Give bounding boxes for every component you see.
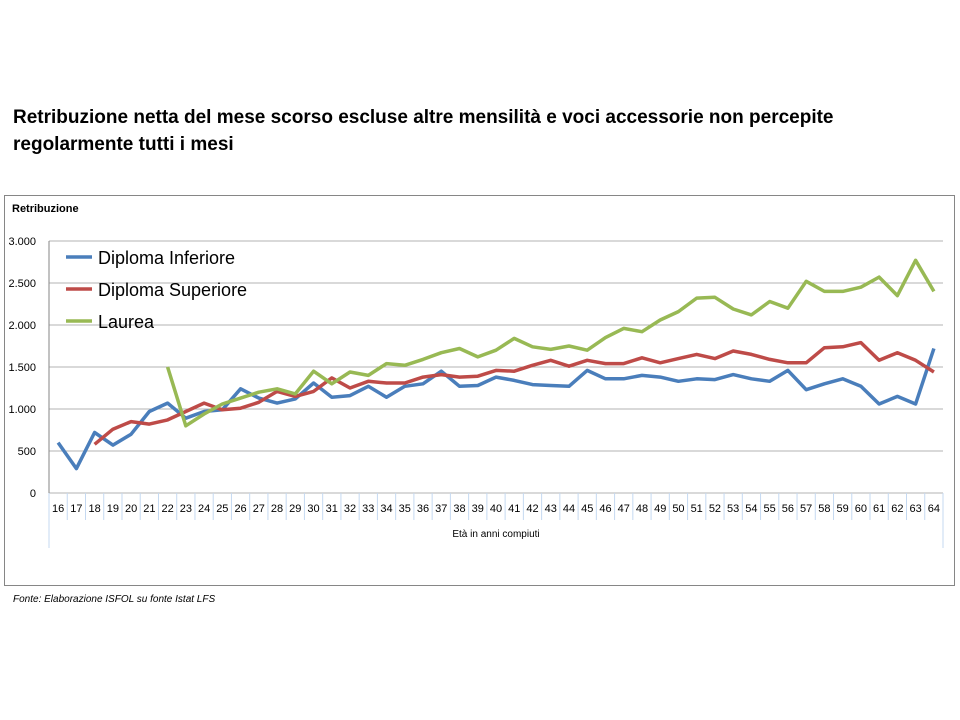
y-tick-label: 2.000 xyxy=(8,320,36,332)
x-tick-label: 17 xyxy=(70,503,82,515)
x-tick-label: 29 xyxy=(289,503,301,515)
y-tick-label: 1.000 xyxy=(8,404,36,416)
x-tick-label: 25 xyxy=(216,503,228,515)
x-tick-label: 64 xyxy=(928,503,940,515)
x-tick-label: 45 xyxy=(581,503,593,515)
x-tick-label: 26 xyxy=(234,503,246,515)
x-tick-label: 42 xyxy=(526,503,538,515)
x-tick-label: 51 xyxy=(691,503,703,515)
x-tick-label: 34 xyxy=(380,503,392,515)
x-axis-label: Età in anni compiuti xyxy=(452,529,539,540)
x-tick-label: 38 xyxy=(453,503,465,515)
series-line-2 xyxy=(165,258,936,428)
x-tick-label: 19 xyxy=(107,503,119,515)
x-tick-label: 52 xyxy=(709,503,721,515)
x-tick-label: 16 xyxy=(52,503,64,515)
x-tick-label: 63 xyxy=(910,503,922,515)
x-tick-label: 59 xyxy=(837,503,849,515)
x-tick-label: 18 xyxy=(88,503,100,515)
x-tick-label: 48 xyxy=(636,503,648,515)
x-tick-label: 28 xyxy=(271,503,283,515)
legend-label: Laurea xyxy=(98,312,155,332)
x-tick-label: 46 xyxy=(599,503,611,515)
x-tick-label: 57 xyxy=(800,503,812,515)
x-tick-label: 27 xyxy=(253,503,265,515)
x-tick-label: 54 xyxy=(745,503,757,515)
x-tick-label: 47 xyxy=(618,503,630,515)
source-note: Fonte: Elaborazione ISFOL su fonte Istat… xyxy=(13,594,216,605)
x-tick-label: 39 xyxy=(472,503,484,515)
y-tick-label: 1.500 xyxy=(8,362,36,374)
x-tick-label: 61 xyxy=(873,503,885,515)
x-tick-label: 50 xyxy=(672,503,684,515)
y-tick-label: 500 xyxy=(18,446,36,458)
chart-title: Retribuzione netta del mese scorso esclu… xyxy=(13,107,834,155)
series-line-1 xyxy=(93,340,935,446)
x-tick-label: 43 xyxy=(545,503,557,515)
legend-label: Diploma Inferiore xyxy=(98,248,235,268)
x-tick-label: 21 xyxy=(143,503,155,515)
x-tick-label: 24 xyxy=(198,503,210,515)
x-tick-label: 41 xyxy=(508,503,520,515)
x-tick-label: 31 xyxy=(326,503,338,515)
y-tick-label: 0 xyxy=(30,488,36,500)
y-axis-label: Retribuzione xyxy=(12,203,79,215)
x-tick-label: 22 xyxy=(161,503,173,515)
x-tick-label: 20 xyxy=(125,503,137,515)
x-tick-label: 62 xyxy=(891,503,903,515)
x-tick-label: 40 xyxy=(490,503,502,515)
x-tick-label: 23 xyxy=(180,503,192,515)
x-tick-label: 36 xyxy=(417,503,429,515)
chart-frame xyxy=(4,195,955,586)
y-tick-label: 3.000 xyxy=(8,236,36,248)
x-tick-label: 30 xyxy=(307,503,319,515)
x-tick-label: 33 xyxy=(362,503,374,515)
x-tick-label: 49 xyxy=(654,503,666,515)
x-tick-label: 53 xyxy=(727,503,739,515)
x-tick-label: 37 xyxy=(435,503,447,515)
y-tick-label: 2.500 xyxy=(8,278,36,290)
x-tick-label: 55 xyxy=(764,503,776,515)
x-tick-label: 60 xyxy=(855,503,867,515)
x-tick-label: 56 xyxy=(782,503,794,515)
series-line-0 xyxy=(56,347,936,471)
x-tick-label: 32 xyxy=(344,503,356,515)
x-tick-label: 35 xyxy=(399,503,411,515)
x-tick-label: 44 xyxy=(563,503,575,515)
x-tick-label: 58 xyxy=(818,503,830,515)
legend-label: Diploma Superiore xyxy=(98,280,247,300)
